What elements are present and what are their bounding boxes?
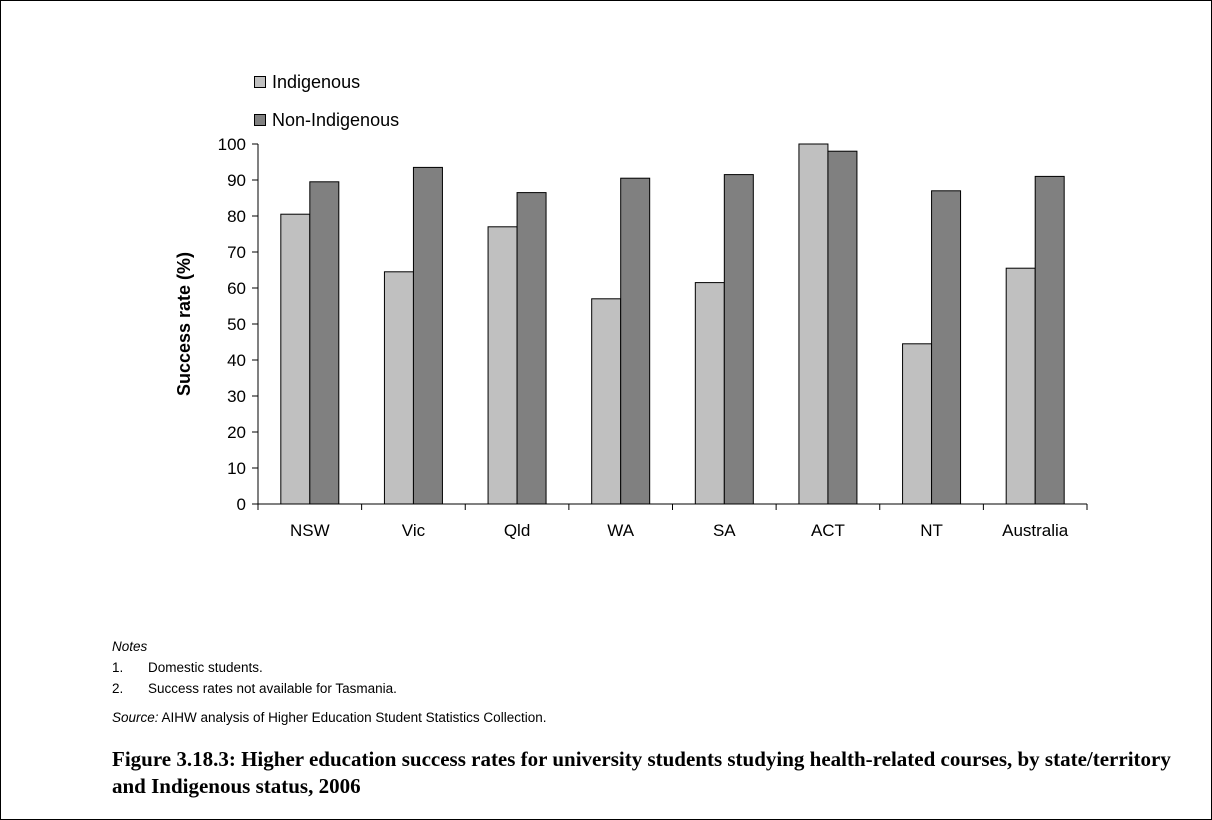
legend-swatch-indigenous	[254, 76, 266, 88]
source-line: Source: AIHW analysis of Higher Educatio…	[112, 707, 546, 728]
bar-non-indigenous	[309, 181, 340, 505]
bar-indigenous	[383, 271, 414, 505]
x-tick-label: ACT	[811, 521, 845, 540]
y-tick-label: 50	[227, 315, 246, 334]
bar-indigenous	[591, 298, 622, 505]
y-tick-label: 10	[227, 459, 246, 478]
y-tick-label: 60	[227, 279, 246, 298]
legend-label-non-indigenous: Non-Indigenous	[272, 109, 400, 130]
source-label: Source:	[112, 710, 159, 725]
bar-indigenous	[798, 143, 829, 505]
y-tick-label: 80	[227, 207, 246, 226]
bar-non-indigenous	[723, 174, 754, 505]
y-tick-label: 70	[227, 243, 246, 262]
x-tick-label: NSW	[290, 521, 330, 540]
chart-legend: Indigenous Non-Indigenous	[254, 70, 399, 146]
bar-non-indigenous	[1034, 175, 1065, 505]
x-tick-label: Qld	[504, 521, 530, 540]
y-tick-label: 90	[227, 171, 246, 190]
y-tick-label: 100	[218, 135, 246, 154]
y-tick-label: 40	[227, 351, 246, 370]
legend-item-non-indigenous: Non-Indigenous	[254, 108, 399, 132]
bar-indigenous	[1005, 267, 1036, 505]
bar-indigenous	[902, 343, 933, 505]
x-tick-label: Australia	[1002, 521, 1069, 540]
note-text: Domestic students.	[148, 660, 263, 675]
y-tick-label: 0	[237, 495, 246, 514]
note-number: 2.	[112, 681, 124, 696]
legend-item-indigenous: Indigenous	[254, 70, 399, 94]
y-tick-label: 20	[227, 423, 246, 442]
note-text: Success rates not available for Tasmania…	[148, 681, 397, 696]
bar-non-indigenous	[620, 177, 651, 505]
note-number: 1.	[112, 660, 124, 675]
bar-indigenous	[487, 226, 518, 505]
bar-non-indigenous	[412, 166, 443, 505]
figure-caption: Figure 3.18.3: Higher education success …	[112, 747, 1171, 798]
bar-non-indigenous	[827, 150, 858, 505]
note-item: 1. Domestic students.	[112, 657, 546, 678]
y-axis-title: Success rate (%)	[174, 252, 194, 396]
bar-indigenous	[694, 282, 725, 505]
bar-indigenous	[280, 213, 311, 505]
y-tick-label: 30	[227, 387, 246, 406]
x-tick-label: WA	[607, 521, 634, 540]
legend-label-indigenous: Indigenous	[272, 71, 361, 92]
legend-swatch-non-indigenous	[254, 114, 266, 126]
source-text: AIHW analysis of Higher Education Studen…	[158, 710, 547, 725]
bar-chart: 0 10 20 30 40 50 60 70 80 90 100 NSW Vic Qld WA SA ACT NT…	[174, 135, 1088, 540]
x-tick-label: SA	[713, 521, 736, 540]
x-tick-label: Vic	[402, 521, 426, 540]
note-item: 2. Success rates not available for Tasma…	[112, 678, 546, 699]
bar-non-indigenous	[931, 190, 962, 505]
notes-heading: Notes	[112, 639, 148, 654]
bar-non-indigenous	[516, 192, 547, 505]
x-tick-label: NT	[920, 521, 943, 540]
figure-notes: Notes 1. Domestic students. 2. Success r…	[112, 636, 546, 728]
